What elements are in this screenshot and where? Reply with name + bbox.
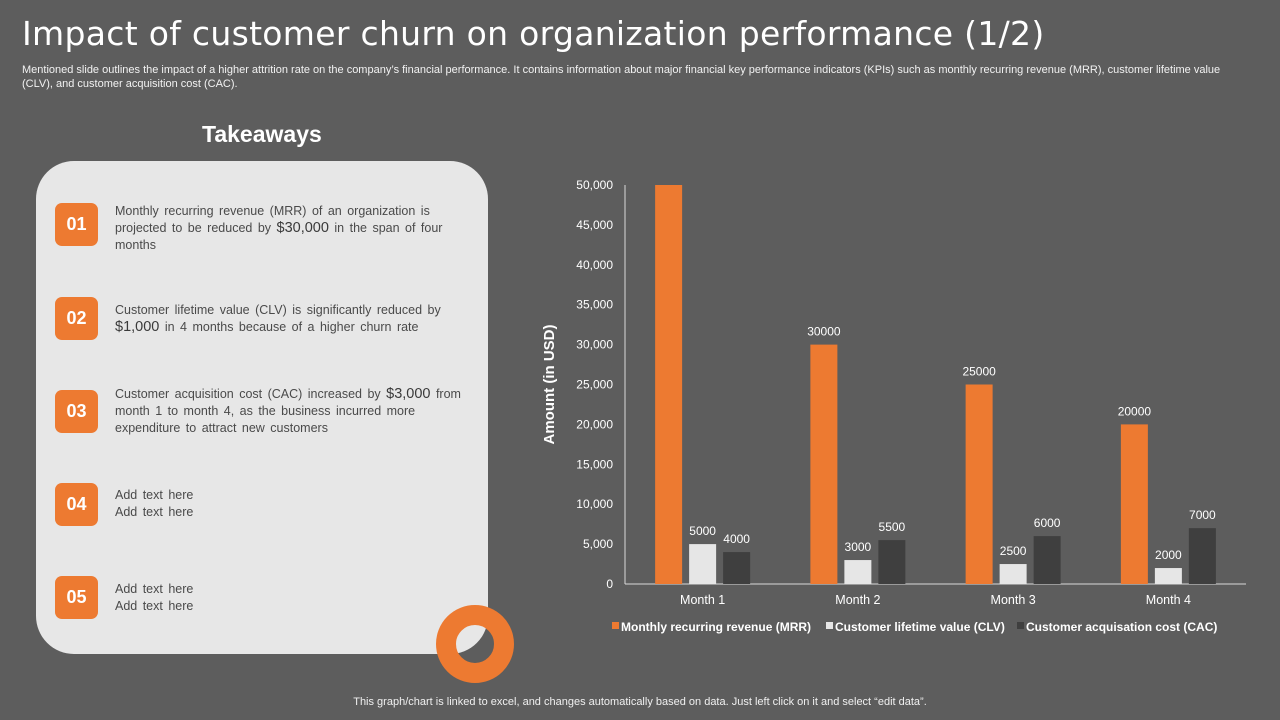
y-axis-label: Amount (in USD) [541, 325, 558, 445]
y-tick-label: 0 [606, 577, 613, 591]
takeaway-item-4: 04 Add text here Add text here [55, 483, 475, 543]
bar-mrr [655, 185, 683, 584]
takeaway-number-badge: 04 [55, 483, 98, 526]
takeaway-number-badge: 05 [55, 576, 98, 619]
takeaway-text: Customer lifetime value (CLV) is signifi… [115, 303, 441, 335]
data-label: 7000 [1189, 508, 1216, 522]
x-tick-label: Month 1 [680, 593, 725, 607]
x-tick-label: Month 3 [991, 593, 1036, 607]
takeaway-highlight-value: $1,000 [115, 319, 160, 335]
takeaways-heading: Takeaways [202, 121, 322, 147]
data-label: 6000 [1034, 516, 1061, 530]
bar-cac [1033, 536, 1061, 584]
legend-entry: Customer lifetime value (CLV) [835, 620, 1005, 634]
data-label: 4000 [723, 532, 750, 546]
decorative-ring-icon [436, 605, 514, 683]
x-tick-label: Month 4 [1146, 593, 1191, 607]
y-tick-label: 15,000 [576, 457, 613, 471]
y-tick-label: 20,000 [576, 417, 613, 431]
bar-chart[interactable]: 0 5,000 10,000 15,000 20,000 25,000 30,000 35,0… [530, 168, 1260, 648]
legend-swatch [826, 622, 833, 629]
data-label: 20000 [1118, 404, 1152, 418]
bar-clv [689, 544, 717, 584]
x-tick-label: Month 2 [835, 593, 880, 607]
bar-cac [1188, 528, 1216, 584]
data-label: 5000 [689, 524, 716, 538]
bar-clv [999, 564, 1027, 584]
data-label: 25000 [962, 365, 996, 379]
bar-cac [878, 540, 906, 584]
y-tick-label: 25,000 [576, 378, 613, 392]
bar-mrr [1120, 424, 1148, 584]
bar-cac [723, 552, 751, 584]
data-label: 3000 [845, 540, 872, 554]
y-tick-label: 50,000 [576, 178, 613, 192]
y-tick-label: 35,000 [576, 298, 613, 312]
takeaway-item-5: 05 Add text here Add text here [55, 576, 475, 636]
legend-entry: Customer acquisation cost (CAC) [1026, 620, 1217, 634]
data-label: 2500 [1000, 544, 1027, 558]
slide-subtitle: Mentioned slide outlines the impact of a… [22, 64, 1221, 90]
data-label: 5500 [879, 520, 906, 534]
takeaway-highlight-value: $30,000 [276, 220, 329, 236]
data-label: 30000 [807, 325, 841, 339]
takeaway-text[interactable]: Add text here Add text here [115, 582, 194, 613]
takeaway-item-1: 01 Monthly recurring revenue (MRR) of an… [55, 203, 475, 263]
y-tick-label: 30,000 [576, 338, 613, 352]
takeaway-text: Monthly recurring revenue (MRR) of an or… [115, 204, 443, 252]
takeaway-number-badge: 03 [55, 390, 98, 433]
takeaway-item-3: 03 Customer acquisition cost (CAC) incre… [55, 386, 475, 450]
takeaway-highlight-value: $3,000 [386, 386, 431, 402]
footer-note: This graph/chart is linked to excel, and… [353, 696, 927, 708]
data-label: 2000 [1155, 548, 1182, 562]
slide-title: Impact of customer churn on organization… [22, 14, 1045, 53]
bar-mrr [810, 344, 838, 584]
takeaway-text[interactable]: Add text here Add text here [115, 488, 194, 519]
y-tick-label: 45,000 [576, 218, 613, 232]
y-tick-label: 5,000 [583, 537, 613, 551]
takeaways-panel: 01 Monthly recurring revenue (MRR) of an… [36, 161, 488, 654]
takeaway-item-2: 02 Customer lifetime value (CLV) is sign… [55, 297, 475, 357]
takeaway-number-badge: 02 [55, 297, 98, 340]
takeaway-number-badge: 01 [55, 203, 98, 246]
bar-mrr [965, 384, 993, 584]
bar-clv [844, 560, 872, 584]
bar-clv [1154, 568, 1182, 584]
y-tick-label: 40,000 [576, 258, 613, 272]
takeaway-text: Customer acquisition cost (CAC) increase… [115, 386, 461, 435]
legend-swatch [612, 622, 619, 629]
legend-swatch [1017, 622, 1024, 629]
legend-entry: Monthly recurring revenue (MRR) [621, 620, 811, 634]
y-tick-label: 10,000 [576, 497, 613, 511]
